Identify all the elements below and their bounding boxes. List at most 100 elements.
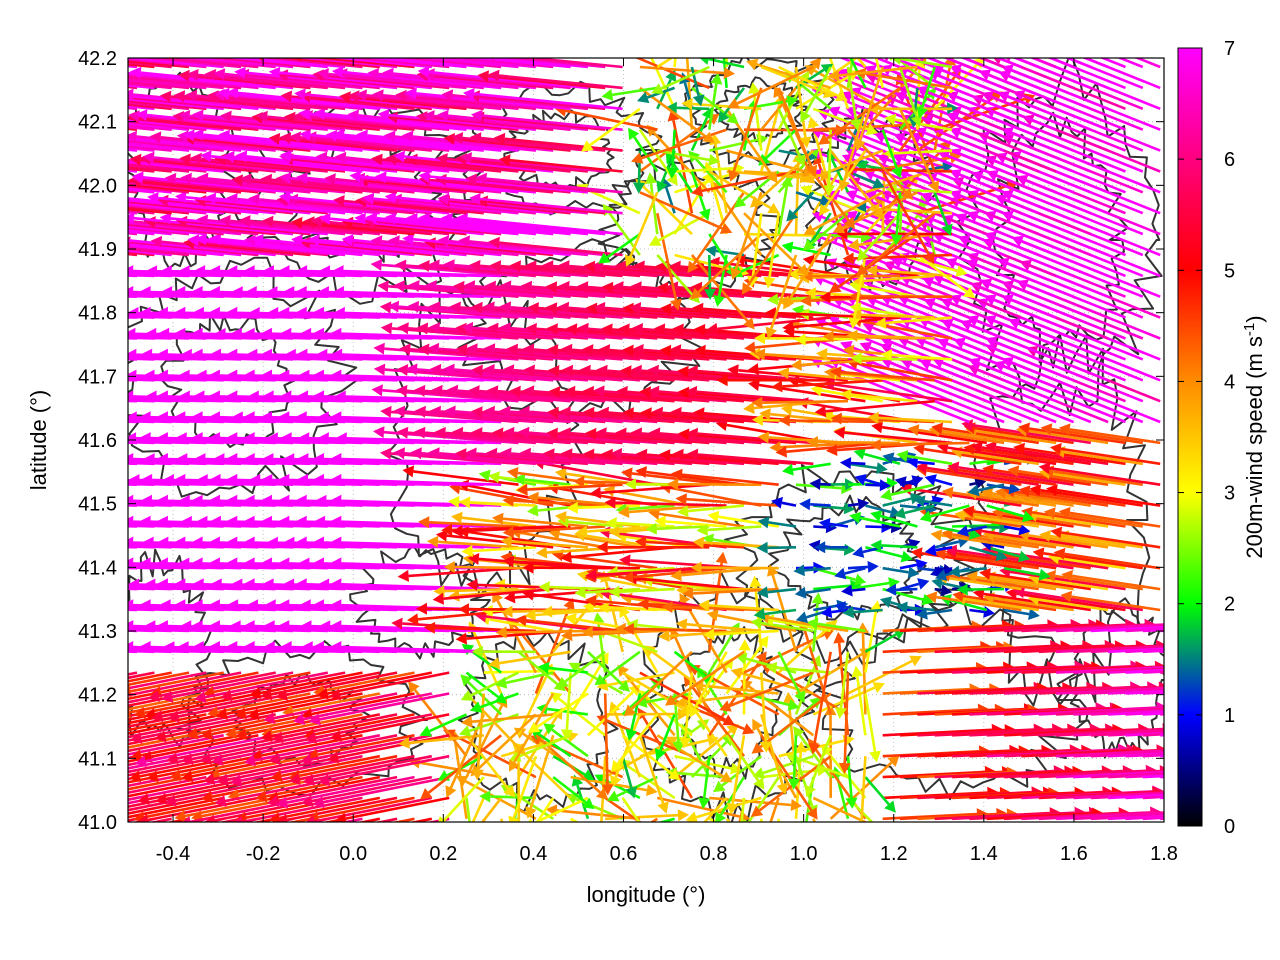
wind-arrow-head: [108, 792, 120, 804]
wind-arrow-shaft: [794, 755, 814, 807]
wind-arrow-head: [924, 474, 937, 486]
wind-arrow-shaft: [817, 622, 866, 633]
wind-arrow-head: [1212, 660, 1223, 672]
wind-arrow-shaft: [569, 660, 605, 716]
wind-arrow-head: [854, 573, 867, 586]
wind-arrow-shaft: [128, 754, 138, 760]
wind-arrow: [689, 651, 728, 718]
wind-arrow-head: [88, 537, 99, 549]
wind-arrow: [1003, 608, 1040, 620]
wind-arrow-head: [751, 414, 764, 426]
wind-arrow-head: [720, 771, 733, 783]
wind-arrow-head: [139, 599, 151, 612]
wind-arrow-head: [896, 601, 908, 614]
wind-arrow-shaft: [282, 713, 398, 739]
wind-arrow: [845, 756, 858, 809]
wind-arrow-head: [42, 711, 54, 723]
wind-arrow-head: [840, 886, 851, 899]
wind-arrow-shaft: [674, 754, 732, 770]
wind-arrow-shaft: [160, 671, 259, 694]
wind-arrow-shaft: [805, 587, 831, 594]
wind-arrow-head: [40, 370, 51, 382]
wind-arrow-head: [730, 667, 743, 679]
wind-arrow-shaft: [339, 671, 450, 696]
wind-arrow-shaft: [337, 734, 450, 759]
wind-arrow-shaft: [128, 734, 224, 756]
wind-arrow-shaft: [626, 764, 676, 799]
wind-arrow-shaft: [261, 734, 363, 757]
wind-arrow-shaft: [506, 629, 588, 634]
wind-arrow-head: [2, 495, 13, 507]
wind-arrow-shaft: [686, 623, 762, 633]
wind-arrow: [771, 496, 797, 509]
wind-arrow-head: [1275, 723, 1280, 735]
wind-arrow-head: [174, 599, 186, 612]
wind-arrow-head: [208, 620, 220, 633]
wind-arrow-shaft: [535, 797, 555, 822]
wind-arrow-head: [70, 516, 81, 528]
wind-arrow-head: [909, 655, 922, 667]
wind-arrow-head: [18, 537, 29, 549]
wind-arrow-head: [1268, 639, 1279, 651]
wind-arrow-shaft: [813, 604, 838, 612]
wind-arrow: [465, 734, 515, 798]
wind-arrow-shaft: [781, 501, 797, 507]
wind-arrow: [201, 713, 311, 740]
wind-arrow-head: [36, 286, 47, 298]
wind-arrow: [834, 601, 866, 613]
wind-arrow: [276, 796, 398, 822]
wind-arrow-head: [77, 774, 89, 786]
wind-arrow-shaft: [536, 692, 589, 728]
wind-arrow-head: [50, 776, 62, 788]
wind-arrow-shaft: [128, 545, 138, 549]
wind-arrow-head: [414, 405, 426, 418]
wind-arrow-shaft: [128, 608, 138, 612]
wind-arrow: [842, 606, 883, 619]
wind-arrow-head: [917, 578, 930, 590]
wind-arrow-shaft: [725, 734, 760, 782]
wind-arrow-shaft: [813, 525, 827, 529]
wind-arrow: [128, 252, 138, 257]
wind-arrow-shaft: [856, 676, 867, 736]
wind-arrow-head: [838, 762, 851, 775]
wind-arrow-head: [74, 286, 85, 298]
wind-arrow-head: [53, 453, 64, 465]
wind-arrow-head: [88, 328, 99, 340]
wind-arrow: [849, 290, 953, 303]
wind-arrow-shaft: [708, 631, 736, 674]
wind-arrow-shaft: [714, 629, 779, 636]
wind-arrow: [508, 755, 538, 822]
wind-arrow-head: [413, 426, 426, 439]
wind-arrow-shaft: [740, 671, 814, 695]
wind-arrow-head: [1258, 638, 1269, 650]
wind-arrow-shaft: [709, 604, 779, 612]
wind-arrow-head: [268, 753, 281, 765]
wind-arrow-head: [280, 641, 292, 653]
wind-arrow: [155, 775, 276, 805]
wind-arrow-head: [99, 773, 111, 785]
wind-arrow-head: [2, 641, 13, 653]
wind-arrow-head: [1209, 702, 1220, 714]
wind-arrow-head: [596, 787, 609, 800]
wind-arrow-head: [20, 578, 31, 590]
wind-arrow: [587, 650, 630, 692]
wind-arrow-head: [29, 690, 41, 702]
wind-arrow-head: [770, 865, 782, 877]
wind-arrow: [839, 457, 866, 469]
wind-arrow-shaft: [639, 671, 726, 721]
wind-arrow-shaft: [227, 754, 346, 781]
wind-arrow-head: [137, 814, 149, 822]
wind-arrow-head: [1254, 785, 1265, 797]
wind-arrow: [509, 734, 572, 762]
wind-arrow-head: [230, 774, 242, 787]
wind-arrow-shaft: [817, 440, 901, 445]
wind-arrow: [128, 671, 172, 683]
wind-arrow-head: [329, 688, 342, 701]
wind-arrow-head: [163, 641, 175, 654]
wind-arrow: [128, 713, 242, 739]
wind-arrow-head: [1273, 785, 1280, 797]
wind-arrow: [725, 734, 765, 790]
wind-arrow-head: [370, 258, 383, 271]
wind-arrow-shaft: [323, 775, 450, 804]
wind-arrow-head: [1240, 617, 1251, 629]
